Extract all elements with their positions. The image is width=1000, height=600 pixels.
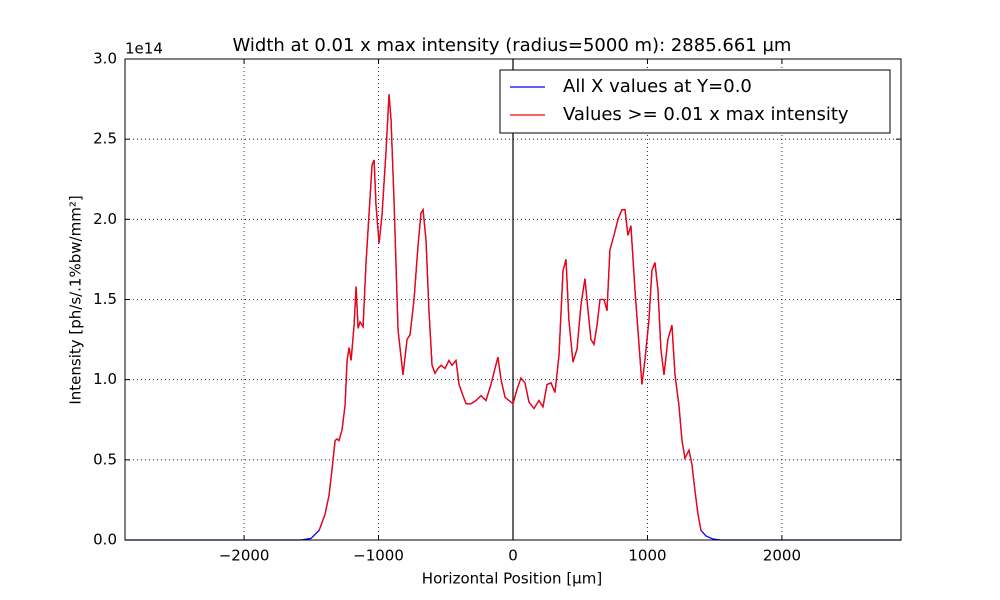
y-tick-label: 1.0 (93, 370, 117, 388)
chart-title: Width at 0.01 x max intensity (radius=50… (233, 35, 792, 56)
x-tick-label: −1000 (353, 547, 404, 565)
y-tick-label: 0.5 (93, 450, 117, 468)
x-tick-label: 2000 (763, 547, 801, 565)
x-tick-label: 0 (508, 547, 518, 565)
legend-box (499, 69, 891, 134)
x-axis-label: Horizontal Position [µm] (422, 570, 602, 588)
y-tick-label: 3.0 (93, 50, 117, 68)
y-tick-label: 2.0 (93, 210, 117, 228)
y-tick-label: 1.5 (93, 290, 117, 308)
y-tick-label: 0.0 (93, 531, 117, 549)
x-tick-label: −2000 (219, 547, 270, 565)
series-line (318, 94, 702, 531)
plot-frame (124, 58, 902, 541)
y-offset-label: 1e14 (125, 40, 163, 58)
legend-label: Values >= 0.01 x max intensity (563, 104, 849, 125)
x-tick-label: 1000 (628, 547, 666, 565)
y-axis-label: Intensity [ph/s/.1%bw/mm²] (67, 195, 85, 404)
legend-label: All X values at Y=0.0 (563, 76, 752, 97)
y-tick-label: 2.5 (93, 130, 117, 148)
